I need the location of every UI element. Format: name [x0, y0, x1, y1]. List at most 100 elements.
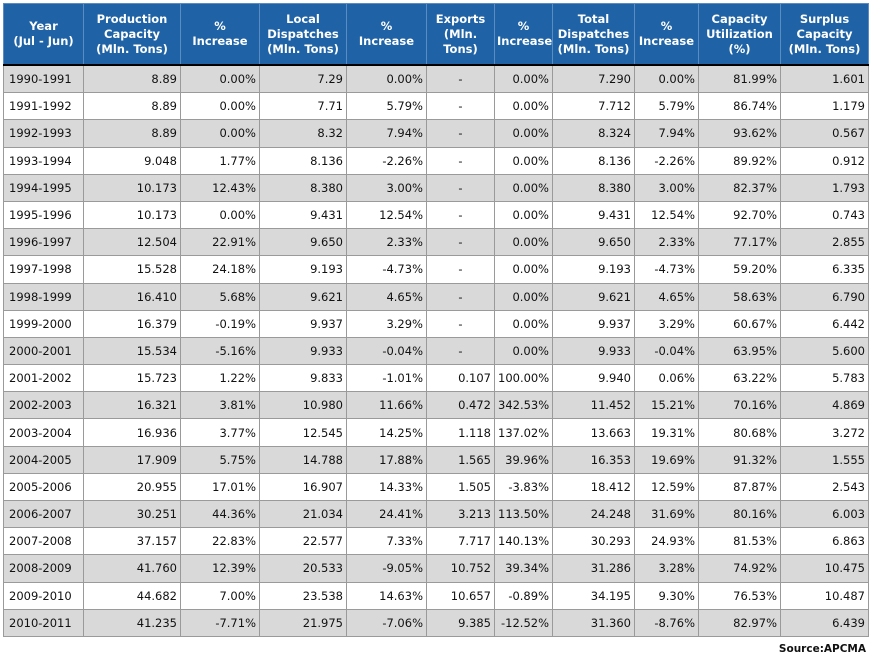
data-cell: 1.179 [780, 92, 869, 121]
year-cell: 2000-2001 [3, 336, 84, 366]
column-header: % Increase [634, 3, 699, 66]
data-cell: 44.682 [83, 581, 181, 610]
table-row: 1995-1996 10.173 0.00% 9.431 12.54% -0.00% 9.4… [3, 200, 869, 230]
header-line: (Mln. Tons) [557, 41, 630, 56]
data-cell: 9.193 [552, 255, 635, 284]
data-cell: -0.89% [494, 581, 553, 610]
data-cell: 12.59% [634, 472, 699, 502]
data-cell: 87.87% [698, 472, 781, 502]
data-cell: 89.92% [698, 146, 781, 175]
data-cell: 9.048 [83, 146, 181, 175]
data-cell: 9.650 [259, 228, 347, 257]
data-cell: 19.31% [634, 418, 699, 447]
data-cell: 0.567 [780, 119, 869, 148]
data-cell: 10.657 [426, 581, 495, 610]
table-row: 1992-1993 8.89 0.00% 8.32 7.94% -0.00% 8.324 7.… [3, 119, 869, 148]
data-cell: 74.92% [698, 554, 781, 583]
data-cell: 31.360 [552, 608, 635, 637]
column-header: Exports (Mln. Tons) [426, 3, 495, 66]
header-line: Capacity [104, 26, 160, 41]
data-cell: 0.00% [634, 64, 699, 94]
data-cell: 9.937 [259, 309, 347, 338]
data-cell: 8.32 [259, 119, 347, 148]
year-cell: 2009-2010 [3, 581, 84, 610]
table-row: 2010-2011 41.235 -7.71% 21.975 -7.06% 9.385 -1… [3, 608, 869, 637]
data-cell: 8.136 [552, 146, 635, 175]
table-row: 2008-2009 41.760 12.39% 20.533 -9.05% 10.752 3… [3, 554, 869, 583]
data-cell: - [426, 64, 495, 94]
data-cell: - [426, 119, 495, 148]
header-line: Dispatches [557, 26, 630, 41]
data-cell: 0.00% [180, 92, 260, 121]
table-wrap: Year (Jul - Jun) Production Capacity (Mln. T… [3, 3, 869, 637]
data-cell: 15.534 [83, 336, 181, 366]
data-cell: 37.157 [83, 527, 181, 556]
data-cell: 1.601 [780, 64, 869, 94]
data-cell: 10.173 [83, 200, 181, 230]
header-line: Exports [435, 11, 486, 26]
data-cell: -0.04% [634, 336, 699, 366]
data-cell: 30.293 [552, 527, 635, 556]
year-cell: 2006-2007 [3, 499, 84, 529]
header-line: (Mln. [443, 26, 478, 41]
data-cell: 9.940 [552, 364, 635, 393]
data-cell: 16.907 [259, 472, 347, 502]
data-cell: 1.565 [426, 445, 495, 474]
data-cell: - [426, 228, 495, 257]
data-cell: 59.20% [698, 255, 781, 284]
data-cell: 8.89 [83, 64, 181, 94]
data-cell: 0.06% [634, 364, 699, 393]
data-cell: 9.650 [552, 228, 635, 257]
data-cell: 0.00% [494, 255, 553, 284]
data-cell: 10.475 [780, 554, 869, 583]
data-cell: 2.33% [346, 228, 427, 257]
data-cell: 9.431 [552, 200, 635, 230]
table-row: 2005-2006 20.955 17.01% 16.907 14.33% 1.505 -3… [3, 472, 869, 502]
data-cell: 14.63% [346, 581, 427, 610]
data-cell: 30.251 [83, 499, 181, 529]
data-cell: 8.380 [259, 173, 347, 202]
column-header: Surplus Capacity (Mln. Tons) [780, 3, 869, 66]
data-cell: 11.66% [346, 391, 427, 420]
data-cell: 34.195 [552, 581, 635, 610]
data-cell: 2.543 [780, 472, 869, 502]
header-line: Increase [638, 34, 695, 48]
data-cell: 12.39% [180, 554, 260, 583]
data-cell: 6.790 [780, 282, 869, 311]
data-cell: 4.65% [634, 282, 699, 311]
data-cell: 6.439 [780, 608, 869, 637]
table-row: 2007-2008 37.157 22.83% 22.577 7.33% 7.717 140… [3, 527, 869, 556]
data-cell: 14.25% [346, 418, 427, 447]
data-cell: - [426, 146, 495, 175]
data-cell: -4.73% [634, 255, 699, 284]
data-cell: 0.00% [494, 92, 553, 121]
data-cell: 81.99% [698, 64, 781, 94]
table-row: 2002-2003 16.321 3.81% 10.980 11.66% 0.472 342… [3, 391, 869, 420]
data-cell: 3.81% [180, 391, 260, 420]
data-cell: 9.833 [259, 364, 347, 393]
data-cell: 24.248 [552, 499, 635, 529]
data-cell: 8.380 [552, 173, 635, 202]
data-cell: 20.955 [83, 472, 181, 502]
data-cell: 0.00% [494, 336, 553, 366]
data-cell: 39.34% [494, 554, 553, 583]
data-cell: 39.96% [494, 445, 553, 474]
table-row: 2006-2007 30.251 44.36% 21.034 24.41% 3.213 11… [3, 499, 869, 529]
header-line: Tons) [443, 41, 478, 56]
data-cell: 6.003 [780, 499, 869, 529]
data-cell: 11.452 [552, 391, 635, 420]
data-cell: 0.00% [494, 146, 553, 175]
data-cell: 82.37% [698, 173, 781, 202]
data-cell: -8.76% [634, 608, 699, 637]
source-note: Source:APCMA [778, 643, 866, 655]
data-cell: 0.00% [494, 119, 553, 148]
data-cell: 5.79% [634, 92, 699, 121]
header-line: (%) [728, 41, 751, 56]
data-cell: 9.621 [552, 282, 635, 311]
data-cell: 3.29% [346, 309, 427, 338]
data-cell: 7.33% [346, 527, 427, 556]
data-cell: 16.353 [552, 445, 635, 474]
column-header: % Increase [494, 3, 553, 66]
data-cell: 0.00% [346, 64, 427, 94]
year-cell: 1995-1996 [3, 200, 84, 230]
